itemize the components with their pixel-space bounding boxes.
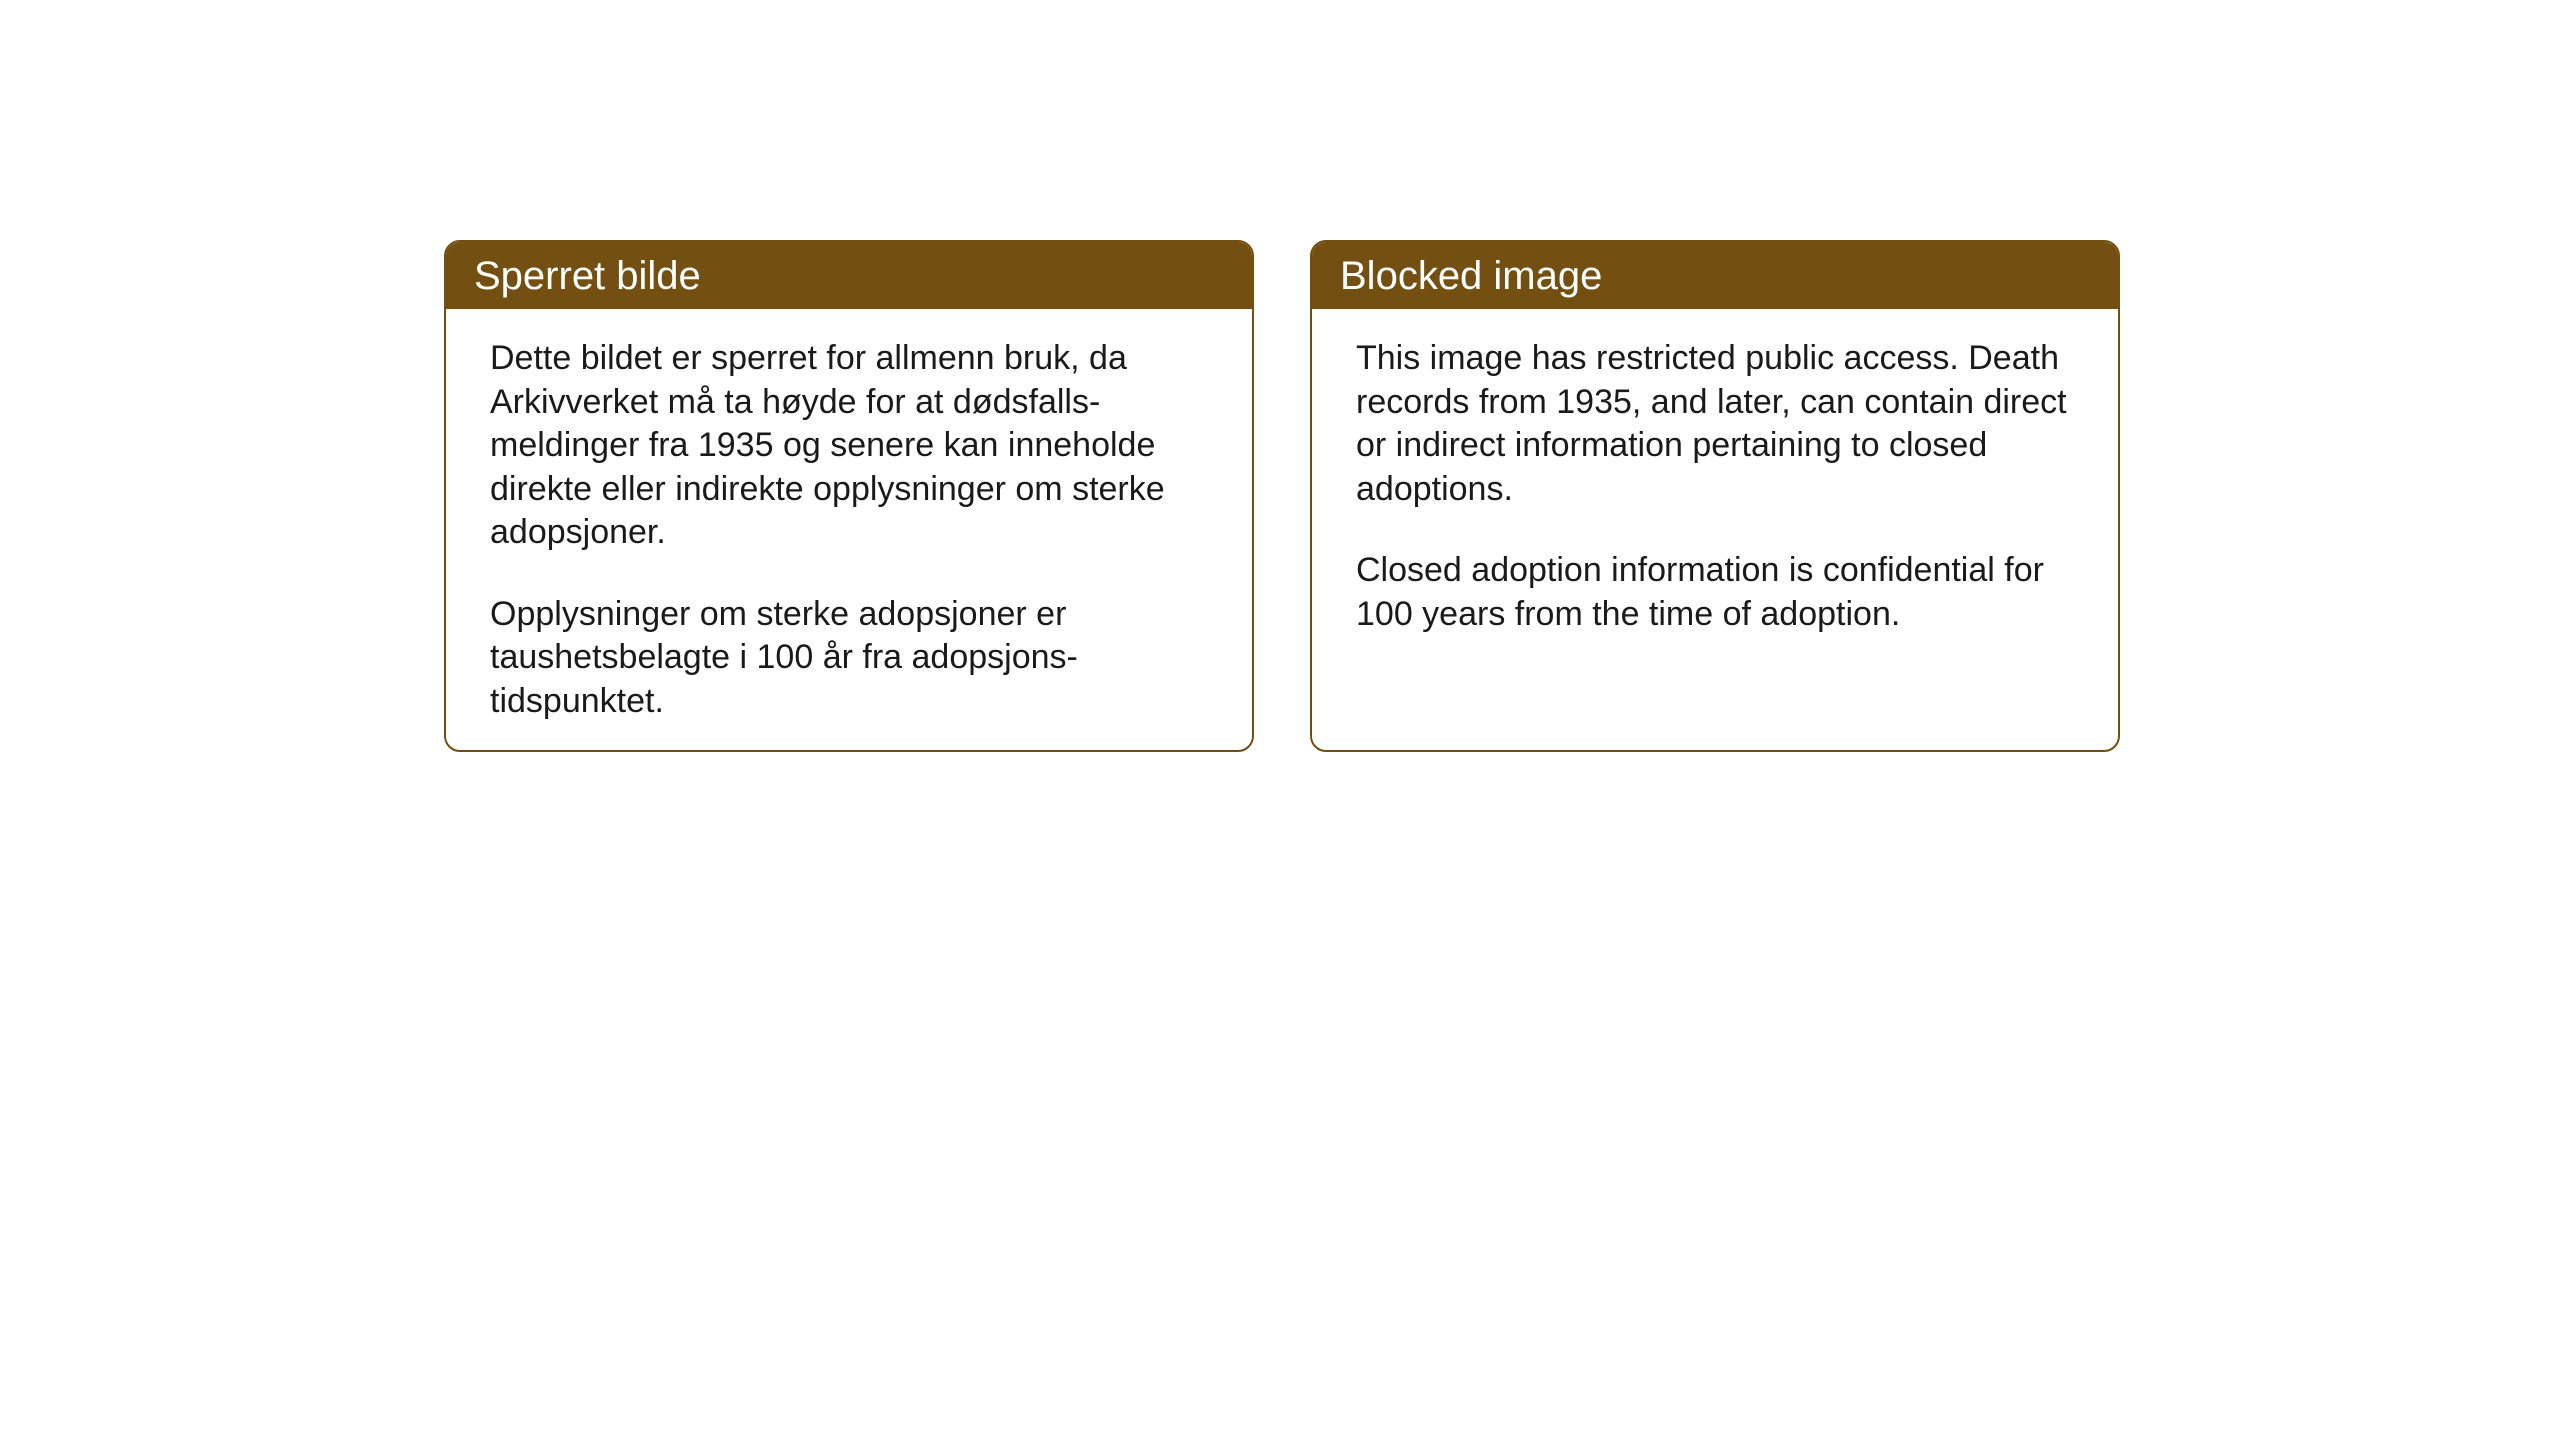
card-body-english: This image has restricted public access.… — [1312, 309, 2118, 664]
card-title-english: Blocked image — [1340, 254, 1602, 298]
card-paragraph-1-norwegian: Dette bildet er sperret for allmenn bruk… — [490, 337, 1208, 555]
card-paragraph-1-english: This image has restricted public access.… — [1356, 337, 2074, 511]
card-header-norwegian: Sperret bilde — [446, 242, 1252, 309]
card-title-norwegian: Sperret bilde — [474, 254, 701, 298]
card-body-norwegian: Dette bildet er sperret for allmenn bruk… — [446, 309, 1252, 751]
cards-container: Sperret bilde Dette bildet er sperret fo… — [444, 240, 2120, 752]
card-header-english: Blocked image — [1312, 242, 2118, 309]
card-english: Blocked image This image has restricted … — [1310, 240, 2120, 752]
card-norwegian: Sperret bilde Dette bildet er sperret fo… — [444, 240, 1254, 752]
card-paragraph-2-norwegian: Opplysninger om sterke adopsjoner er tau… — [490, 593, 1208, 724]
card-paragraph-2-english: Closed adoption information is confident… — [1356, 549, 2074, 636]
